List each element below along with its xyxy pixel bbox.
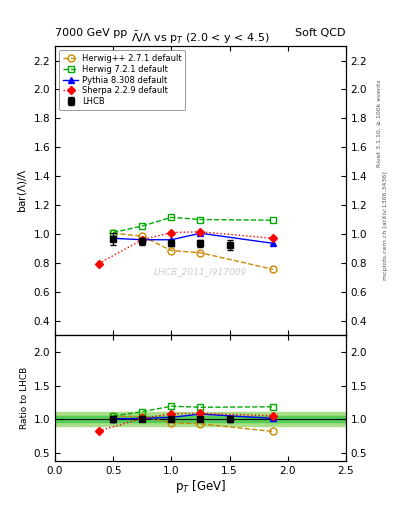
Herwig++ 2.7.1 default [198, 250, 203, 256]
Line: Sherpa 2.2.9 default: Sherpa 2.2.9 default [96, 229, 276, 266]
X-axis label: p$_T$ [GeV]: p$_T$ [GeV] [175, 478, 226, 496]
Herwig++ 2.7.1 default [140, 233, 145, 239]
Y-axis label: Ratio to LHCB: Ratio to LHCB [20, 367, 29, 429]
Title: $\bar{\Lambda}/\Lambda$ vs p$_T$ (2.0 < y < 4.5): $\bar{\Lambda}/\Lambda$ vs p$_T$ (2.0 < … [131, 30, 270, 46]
Pythia 8.308 default [140, 237, 145, 243]
Pythia 8.308 default [271, 240, 275, 246]
Sherpa 2.2.9 default [169, 229, 174, 236]
Herwig 7.2.1 default [169, 214, 174, 220]
Herwig 7.2.1 default [198, 217, 203, 223]
Line: Pythia 8.308 default: Pythia 8.308 default [110, 230, 277, 247]
Legend: Herwig++ 2.7.1 default, Herwig 7.2.1 default, Pythia 8.308 default, Sherpa 2.2.9: Herwig++ 2.7.1 default, Herwig 7.2.1 def… [59, 50, 185, 110]
Herwig 7.2.1 default [271, 217, 275, 223]
Herwig 7.2.1 default [140, 223, 145, 229]
Pythia 8.308 default [169, 237, 174, 243]
Text: Soft QCD: Soft QCD [296, 28, 346, 38]
Sherpa 2.2.9 default [271, 235, 275, 241]
Text: mcplots.cern.ch [arXiv:1306.3436]: mcplots.cern.ch [arXiv:1306.3436] [383, 171, 387, 280]
Herwig++ 2.7.1 default [169, 247, 174, 253]
Text: Rivet 3.1.10, ≥ 100k events: Rivet 3.1.10, ≥ 100k events [377, 79, 382, 167]
Sherpa 2.2.9 default [96, 261, 101, 267]
Text: LHCB_2011_I917009: LHCB_2011_I917009 [154, 267, 247, 276]
Sherpa 2.2.9 default [140, 237, 145, 243]
Line: Herwig++ 2.7.1 default: Herwig++ 2.7.1 default [110, 230, 277, 273]
Sherpa 2.2.9 default [198, 229, 203, 235]
Bar [55, 416, 346, 422]
Pythia 8.308 default [111, 235, 116, 241]
Bar [55, 412, 346, 426]
Y-axis label: bar($\Lambda$)/$\Lambda$: bar($\Lambda$)/$\Lambda$ [17, 168, 29, 213]
Text: 7000 GeV pp: 7000 GeV pp [55, 28, 127, 38]
Line: Herwig 7.2.1 default: Herwig 7.2.1 default [110, 214, 277, 236]
Pythia 8.308 default [198, 230, 203, 237]
Herwig++ 2.7.1 default [271, 266, 275, 272]
Herwig++ 2.7.1 default [111, 230, 116, 237]
Herwig 7.2.1 default [111, 229, 116, 236]
